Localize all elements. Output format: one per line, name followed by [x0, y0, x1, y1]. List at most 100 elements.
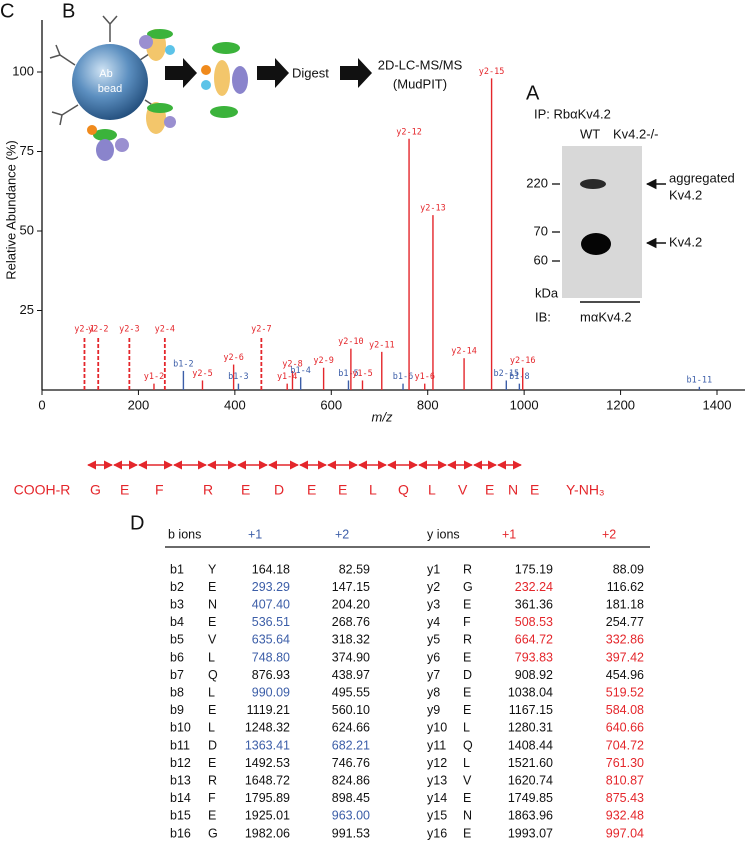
- table-cell: 761.30: [606, 756, 644, 770]
- table-cell: 1280.31: [508, 721, 553, 735]
- table-cell: 268.76: [332, 615, 370, 629]
- table-cell: b3: [170, 597, 184, 611]
- panel-label: B: [62, 0, 75, 22]
- band: [581, 233, 611, 255]
- table-cell: b1: [170, 562, 184, 576]
- table-cell: N: [208, 597, 217, 611]
- table-cell: 407.40: [252, 597, 290, 611]
- table-cell: b7: [170, 668, 184, 682]
- residue: R: [203, 482, 213, 498]
- peak-label: b1-2: [173, 359, 193, 369]
- table-cell: 624.66: [332, 721, 370, 735]
- marker-label: 60: [534, 252, 548, 267]
- table-cell: F: [463, 615, 471, 629]
- table-cell: 454.96: [606, 668, 644, 682]
- residue: E: [338, 482, 347, 498]
- residue: V: [458, 482, 468, 498]
- table-header: y ions: [427, 527, 460, 541]
- ion-table: b ions +1 +2 y ions +1 +2 b1 Y 164.18 82.59 b2 E 293…: [165, 527, 650, 840]
- table-cell: 746.76: [332, 756, 370, 770]
- table-cell: L: [208, 650, 215, 664]
- table-cell: 438.97: [332, 668, 370, 682]
- table-cell: y9: [427, 703, 440, 717]
- table-cell: L: [208, 685, 215, 699]
- panel-label: A: [526, 82, 540, 104]
- y-tick-label: 100: [12, 63, 34, 78]
- unit-label: kDa: [535, 285, 559, 300]
- table-cell: 898.45: [332, 791, 370, 805]
- table-cell: y16: [427, 826, 447, 840]
- table-cell: 997.04: [606, 826, 644, 840]
- peak-label: y2-11: [369, 340, 395, 350]
- table-cell: E: [208, 703, 216, 717]
- lane-label: Kv4.2-/-: [613, 126, 659, 141]
- workflow-arrows: [165, 58, 372, 88]
- peak-label: y1-2: [144, 372, 164, 382]
- table-cell: b11: [170, 738, 190, 752]
- table-cell: V: [463, 773, 472, 787]
- residue: N: [508, 482, 518, 498]
- table-cell: y11: [427, 738, 446, 752]
- table-cell: 990.09: [252, 685, 290, 699]
- table-cell: E: [463, 826, 471, 840]
- table-cell: G: [463, 580, 473, 594]
- table-cell: R: [208, 773, 217, 787]
- table-cell: 640.66: [606, 721, 644, 735]
- table-cell: 318.32: [332, 633, 370, 647]
- table-cell: Q: [463, 738, 473, 752]
- table-cell: 1648.72: [245, 773, 290, 787]
- table-cell: y5: [427, 633, 440, 647]
- table-cell: 397.42: [606, 650, 644, 664]
- table-header: +2: [602, 527, 616, 541]
- table-cell: E: [463, 650, 471, 664]
- table-cell: Y: [208, 562, 217, 576]
- blot-membrane: [562, 146, 642, 298]
- table-cell: 875.43: [606, 791, 644, 805]
- peak-label: b1-11: [687, 375, 713, 385]
- table-cell: 1492.53: [245, 756, 290, 770]
- band-label: aggregated: [669, 170, 735, 185]
- table-cell: 1749.85: [508, 791, 553, 805]
- x-tick-label: 400: [224, 397, 246, 412]
- table-cell: b2: [170, 580, 184, 594]
- table-cell: 1982.06: [245, 826, 290, 840]
- table-cell: E: [463, 791, 471, 805]
- table-header: b ions: [168, 527, 201, 541]
- peak-label: b1-4: [290, 366, 310, 376]
- table-cell: y12: [427, 756, 447, 770]
- table-cell: y14: [427, 791, 447, 805]
- table-cell: y4: [427, 615, 440, 629]
- table-cell: 963.00: [332, 809, 370, 823]
- table-cell: E: [208, 809, 216, 823]
- table-cell: b14: [170, 791, 191, 805]
- peak-label: y2-15: [479, 67, 505, 77]
- sequence: COOH-R G E F R E D E E L Q L V E N E Y-NH₃: [14, 460, 605, 498]
- y-tick-label: 75: [20, 143, 34, 158]
- peak-label: y1-6: [414, 372, 434, 382]
- x-tick-label: 1400: [703, 397, 732, 412]
- peak-label: y2-6: [223, 353, 243, 363]
- peak-label: y2-4: [155, 324, 175, 334]
- table-cell: 560.10: [332, 703, 370, 717]
- table-cell: 1521.60: [508, 756, 553, 770]
- table-cell: 810.87: [606, 773, 644, 787]
- peak-label: y1-5: [352, 369, 372, 379]
- residue: E: [120, 482, 129, 498]
- table-cell: L: [463, 756, 470, 770]
- ip-label: IP: RbαKv4.2: [534, 106, 611, 121]
- peak-label: y2-12: [396, 127, 422, 137]
- table-cell: 1795.89: [245, 791, 290, 805]
- residue: F: [155, 482, 164, 498]
- x-tick-label: 1000: [510, 397, 539, 412]
- table-cell: E: [208, 756, 216, 770]
- table-cell: R: [463, 562, 472, 576]
- residue: Y-NH₃: [566, 482, 605, 498]
- peak-label: b1-8: [509, 372, 529, 382]
- table-cell: 932.48: [606, 809, 644, 823]
- panel-label: C: [0, 0, 14, 22]
- table-cell: N: [463, 809, 472, 823]
- peak-label: y2-8: [282, 359, 302, 369]
- table-cell: y2: [427, 580, 440, 594]
- table-cell: y13: [427, 773, 447, 787]
- table-cell: y10: [427, 721, 447, 735]
